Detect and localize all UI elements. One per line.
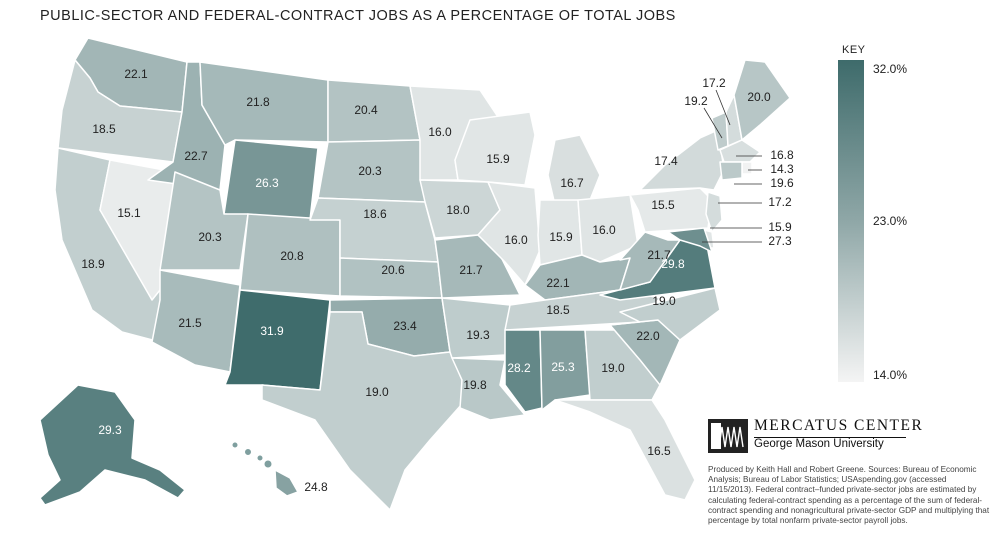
mercatus-logo-mark: [708, 419, 748, 453]
source-credit: Produced by Keith Hall and Robert Greene…: [708, 465, 990, 526]
value-label-NJ: 17.2: [768, 195, 792, 209]
state-AK: [39, 384, 186, 506]
value-label-IN: 15.9: [549, 230, 573, 244]
value-label-WI: 15.9: [486, 152, 510, 166]
map-title: PUBLIC-SECTOR AND FEDERAL-CONTRACT JOBS …: [40, 8, 676, 24]
value-label-TX: 19.0: [365, 385, 389, 399]
value-label-AK: 29.3: [98, 423, 122, 437]
state-MA: [719, 139, 761, 163]
key-min-label: 14.0%: [873, 368, 908, 382]
key-mid-label: 23.0%: [873, 214, 908, 228]
value-label-MI: 16.7: [560, 176, 584, 190]
state-LA: [451, 357, 526, 421]
value-label-ND: 20.4: [354, 103, 378, 117]
key-color-scale: [838, 60, 864, 382]
state-WI: [454, 111, 536, 186]
value-label-CT: 19.6: [770, 176, 794, 190]
value-label-LA: 19.8: [463, 378, 487, 392]
state-HI: [274, 469, 299, 497]
value-label-RI: 14.3: [770, 162, 794, 176]
value-label-TN: 18.5: [546, 303, 570, 317]
state-IL: [477, 181, 541, 286]
value-label-OH: 16.0: [592, 223, 616, 237]
value-label-KY: 22.1: [546, 276, 570, 290]
value-label-SC: 22.0: [636, 329, 660, 343]
state-NY: [639, 129, 725, 191]
value-label-VA: 29.8: [661, 257, 685, 271]
value-label-OR: 18.5: [92, 122, 116, 136]
value-label-UT: 20.3: [198, 230, 222, 244]
value-label-ID: 22.7: [184, 149, 208, 163]
value-label-MN: 16.0: [428, 125, 452, 139]
value-label-WA: 22.1: [124, 67, 148, 81]
state-AR: [441, 297, 511, 359]
value-label-NE: 18.6: [363, 207, 387, 221]
state-WV: [619, 231, 681, 291]
callout-leader-lines: [702, 89, 762, 243]
state-NJ: [705, 191, 723, 233]
value-label-HI: 24.8: [304, 480, 328, 494]
value-label-VT: 19.2: [684, 94, 708, 108]
value-label-CO: 20.8: [280, 249, 304, 263]
logo-subtitle: George Mason University: [754, 438, 884, 450]
value-label-OK: 23.4: [393, 319, 417, 333]
state-MS: [504, 329, 543, 413]
value-label-AR: 19.3: [466, 328, 490, 342]
value-label-IA: 18.0: [446, 203, 470, 217]
value-label-IL: 16.0: [504, 233, 528, 247]
value-label-KS: 20.6: [381, 263, 405, 277]
value-label-WY: 26.3: [255, 176, 279, 190]
value-label-CA: 18.9: [81, 257, 105, 271]
value-label-DE: 15.9: [768, 220, 792, 234]
value-label-AZ: 21.5: [178, 316, 202, 330]
mercatus-logo: MERCATUS CENTER George Mason University: [708, 417, 922, 457]
value-label-ME: 20.0: [747, 90, 771, 104]
value-label-MD: 27.3: [768, 234, 792, 248]
state-RI: [741, 161, 753, 175]
key-title: KEY: [842, 44, 866, 56]
value-label-WV: 21.7: [647, 248, 671, 262]
value-label-AL: 25.3: [551, 360, 575, 374]
state-MD: [667, 227, 713, 253]
hawaii-small-islands: [231, 441, 273, 469]
value-label-NC: 19.0: [652, 294, 676, 308]
value-label-MA: 16.8: [770, 148, 794, 162]
value-label-MT: 21.8: [246, 95, 270, 109]
state-NM: [224, 289, 331, 391]
value-label-MS: 28.2: [507, 361, 531, 375]
logo-name: MERCATUS CENTER: [754, 417, 924, 434]
state-CT: [719, 161, 743, 181]
state-MI: [547, 134, 601, 206]
value-label-NY: 17.4: [654, 154, 678, 168]
value-label-SD: 20.3: [358, 164, 382, 178]
value-label-GA: 19.0: [601, 361, 625, 375]
value-label-FL: 16.5: [647, 444, 671, 458]
value-label-NV: 15.1: [117, 206, 141, 220]
value-label-NM: 31.9: [260, 324, 284, 338]
key-max-label: 32.0%: [873, 62, 908, 76]
state-OH: [577, 194, 639, 263]
value-label-PA: 15.5: [651, 198, 675, 212]
value-label-NH: 17.2: [702, 76, 726, 90]
logo-divider: [754, 437, 906, 438]
state-TX: [261, 311, 463, 511]
value-label-MO: 21.7: [459, 263, 483, 277]
state-FL: [554, 399, 696, 501]
state-NC: [609, 287, 721, 341]
state-AL: [539, 329, 591, 411]
